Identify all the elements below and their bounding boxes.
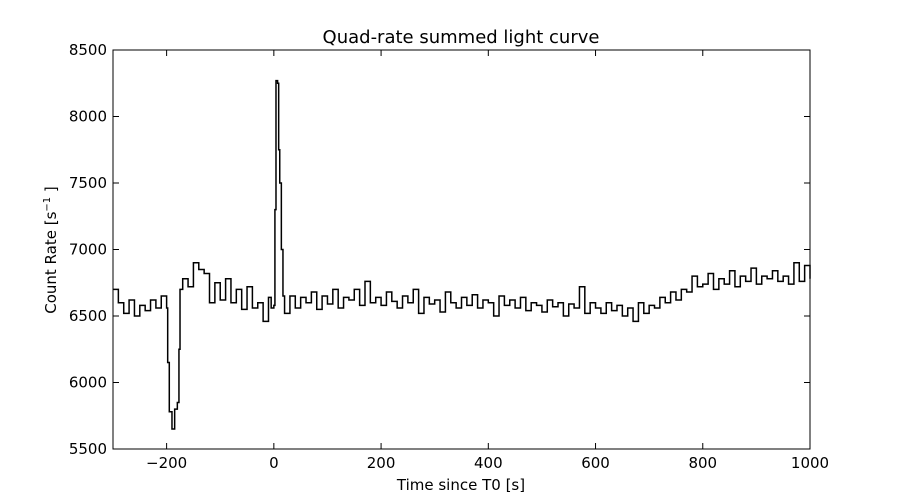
axes-frame [112, 49, 811, 450]
chart-title: Quad-rate summed light curve [323, 27, 600, 48]
y-axis-label: Count Rate [s−1 ] [42, 186, 60, 314]
x-tick-label: 1000 [791, 454, 829, 472]
series-line-0 [113, 79, 811, 430]
x-tick-label: 200 [367, 454, 396, 472]
x-tick-label: −200 [146, 454, 187, 472]
x-axis-label: Time since T0 [s] [396, 476, 525, 494]
y-axis-label-sup: −1 [42, 197, 53, 212]
x-tick-label: 800 [688, 454, 717, 472]
y-tick-label: 6500 [69, 307, 107, 325]
y-tick-label: 8500 [69, 41, 107, 59]
y-tick-label: 6000 [69, 374, 107, 392]
x-tick-label: 400 [474, 454, 503, 472]
y-axis-label-prefix: Count Rate [s [42, 211, 60, 313]
ticks: −200 0 200 400 600 800 1000 5500 6000 6500 7000 750… [69, 41, 829, 472]
plot-area [113, 79, 811, 430]
y-axis-label-suffix: ] [42, 186, 60, 197]
y-tick-label: 5500 [69, 440, 107, 458]
x-tick-label: 0 [269, 454, 279, 472]
x-tick-label: 600 [581, 454, 610, 472]
y-tick-label: 7000 [69, 241, 107, 259]
y-tick-label: 7500 [69, 174, 107, 192]
y-tick-label: 8000 [69, 108, 107, 126]
